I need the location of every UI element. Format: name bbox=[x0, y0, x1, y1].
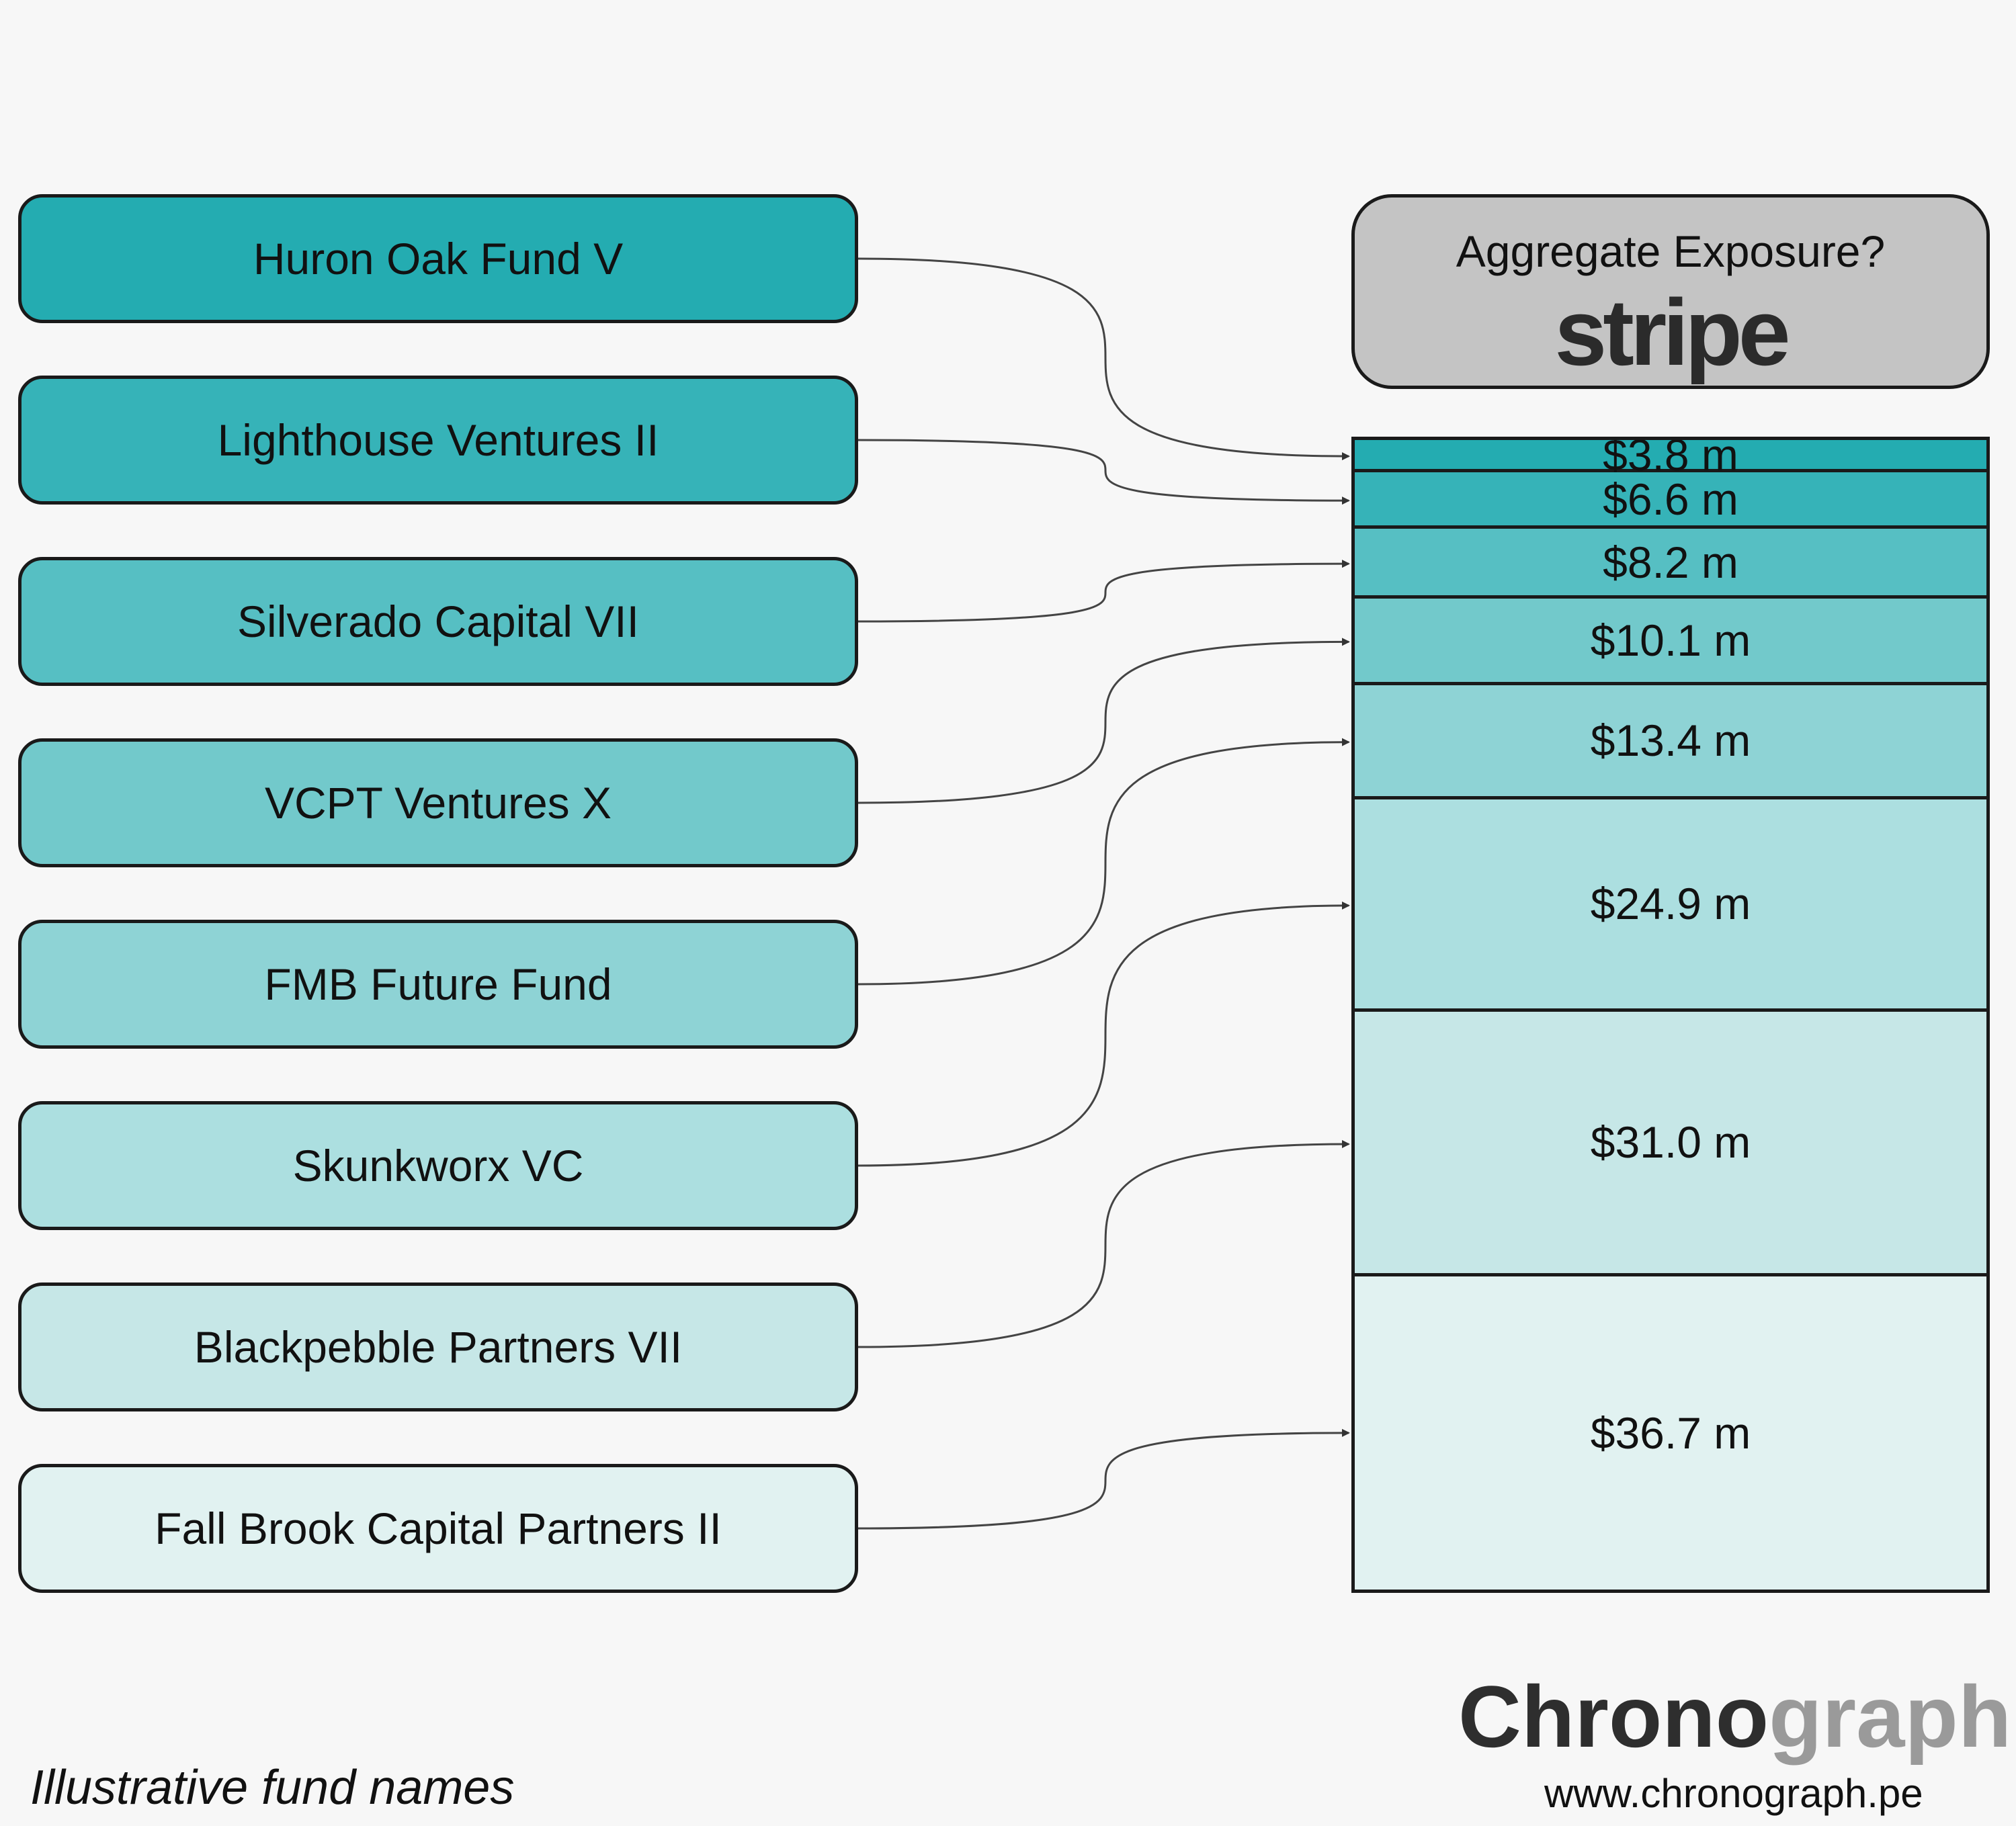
header-title: Aggregate Exposure? bbox=[1456, 226, 1886, 276]
fund-1-name: Huron Oak Fund V bbox=[253, 234, 624, 284]
fund-8-segment: $36.7 m bbox=[1355, 1276, 1986, 1590]
fund-8-box: Fall Brook Capital Partners II bbox=[18, 1464, 858, 1593]
aggregate-exposure-header: Aggregate Exposure? stripe bbox=[1351, 194, 1990, 389]
fund-8-exposure-label: $36.7 m bbox=[1590, 1407, 1751, 1458]
fund-6-exposure-label: $24.9 m bbox=[1590, 879, 1751, 929]
fund-3-connector bbox=[857, 560, 1350, 623]
fund-4-connector bbox=[857, 638, 1350, 804]
fund-5-box: FMB Future Fund bbox=[18, 920, 858, 1049]
fund-7-connector bbox=[857, 1139, 1350, 1348]
fund-8-name: Fall Brook Capital Partners II bbox=[155, 1504, 722, 1553]
fund-5-connector bbox=[857, 738, 1350, 986]
fund-7-exposure-label: $31.0 m bbox=[1590, 1117, 1751, 1168]
fund-7-name: Blackpebble Partners VII bbox=[194, 1322, 683, 1372]
fund-2-connector bbox=[857, 439, 1350, 505]
fund-5-name: FMB Future Fund bbox=[264, 959, 612, 1009]
brand-name-light: graph bbox=[1769, 1667, 2012, 1766]
fund-1-connector bbox=[857, 257, 1350, 461]
brand-name-dark: Chrono bbox=[1458, 1667, 1769, 1766]
chronograph-logo: Chronograph bbox=[1458, 1666, 2011, 1767]
footnote: Illustrative fund names bbox=[30, 1761, 515, 1815]
fund-5-exposure-label: $13.4 m bbox=[1590, 715, 1751, 766]
fund-6-box: Skunkworx VC bbox=[18, 1101, 858, 1230]
fund-3-box: Silverado Capital VII bbox=[18, 557, 858, 686]
fund-3-segment: $8.2 m bbox=[1355, 529, 1986, 599]
fund-8-connector bbox=[857, 1428, 1350, 1530]
fund-1-box: Huron Oak Fund V bbox=[18, 194, 858, 323]
fund-3-name: Silverado Capital VII bbox=[237, 597, 639, 646]
fund-7-box: Blackpebble Partners VII bbox=[18, 1282, 858, 1411]
fund-4-segment: $10.1 m bbox=[1355, 599, 1986, 685]
fund-5-segment: $13.4 m bbox=[1355, 685, 1986, 799]
fund-4-name: VCPT Ventures X bbox=[264, 778, 612, 828]
fund-4-box: VCPT Ventures X bbox=[18, 738, 858, 867]
exposure-stack: $3.8 m $6.6 m $8.2 m $10.1 m $13.4 m $24.9 m $… bbox=[1351, 437, 1990, 1593]
fund-2-segment: $6.6 m bbox=[1355, 472, 1986, 529]
stripe-logo: stripe bbox=[1554, 279, 1790, 385]
fund-6-segment: $24.9 m bbox=[1355, 799, 1986, 1012]
brand-url: www.chronograph.pe bbox=[1544, 1771, 1923, 1816]
fund-2-exposure-label: $6.6 m bbox=[1603, 474, 1738, 524]
fund-1-segment: $3.8 m bbox=[1355, 440, 1986, 480]
fund-2-box: Lighthouse Ventures II bbox=[18, 376, 858, 505]
fund-6-connector bbox=[857, 901, 1350, 1167]
fund-4-exposure-label: $10.1 m bbox=[1590, 615, 1751, 665]
fund-7-segment: $31.0 m bbox=[1355, 1012, 1986, 1276]
fund-3-exposure-label: $8.2 m bbox=[1603, 537, 1738, 587]
fund-6-name: Skunkworx VC bbox=[292, 1141, 584, 1190]
fund-2-name: Lighthouse Ventures II bbox=[217, 415, 659, 465]
